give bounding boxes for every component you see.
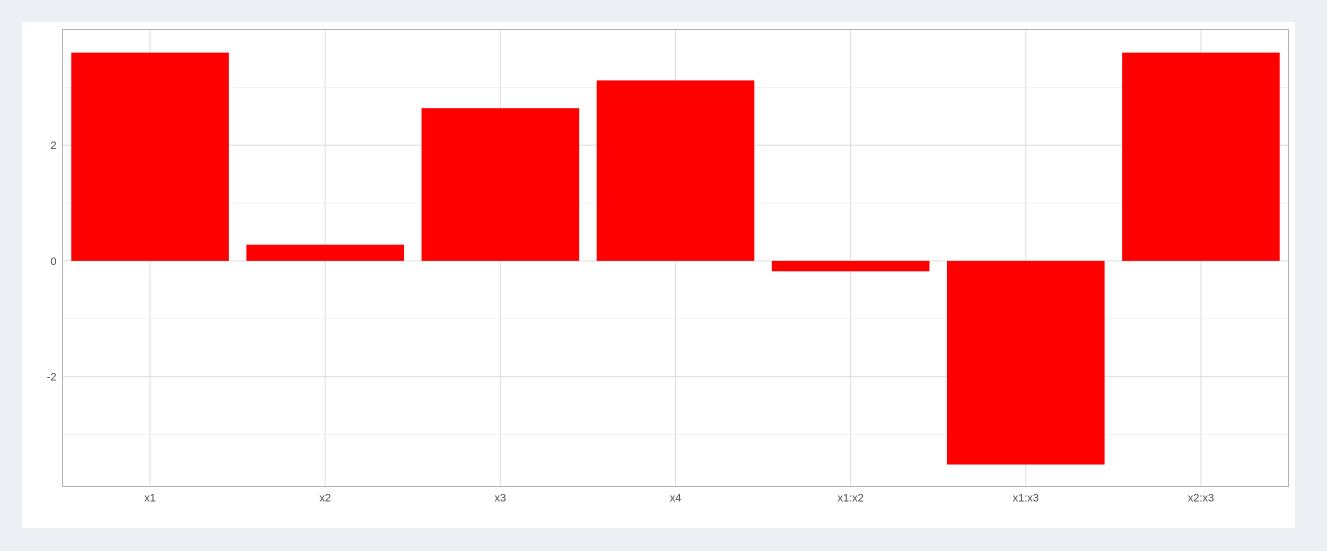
- bar-x1-x3: [946, 260, 1105, 465]
- bars: [71, 52, 1280, 465]
- bar-x1-x2: [771, 260, 930, 272]
- bar-x1: [71, 52, 229, 261]
- bar-x2: [246, 244, 405, 261]
- x-tick-label: x4: [670, 493, 682, 505]
- x-tick-label: x1:x3: [1013, 493, 1039, 505]
- x-tick-label: x1:x2: [837, 493, 863, 505]
- y-tick-label: 2: [50, 140, 56, 152]
- y-axis-tick-labels: -2 0 2: [47, 140, 57, 383]
- y-tick-label: -2: [47, 372, 57, 384]
- bar-x3: [421, 108, 580, 261]
- bar-chart: -2 0 2 x1 x2 x3 x4 x1:x2 x1:x3 x2:x3: [47, 29, 1289, 505]
- plot-area-border: [62, 29, 1289, 487]
- x-tick-label: x2:x3: [1188, 493, 1214, 505]
- bar-x4: [596, 80, 755, 261]
- x-tick-label: x3: [495, 493, 507, 505]
- x-axis-tick-labels: x1 x2 x3 x4 x1:x2 x1:x3 x2:x3: [144, 493, 1214, 505]
- y-tick-label: 0: [50, 256, 56, 268]
- chart-panel: -2 0 2 x1 x2 x3 x4 x1:x2 x1:x3 x2:x3: [22, 22, 1295, 528]
- x-tick-label: x2: [319, 493, 331, 505]
- bar-x2-x3: [1122, 52, 1280, 261]
- x-tick-label: x1: [144, 493, 156, 505]
